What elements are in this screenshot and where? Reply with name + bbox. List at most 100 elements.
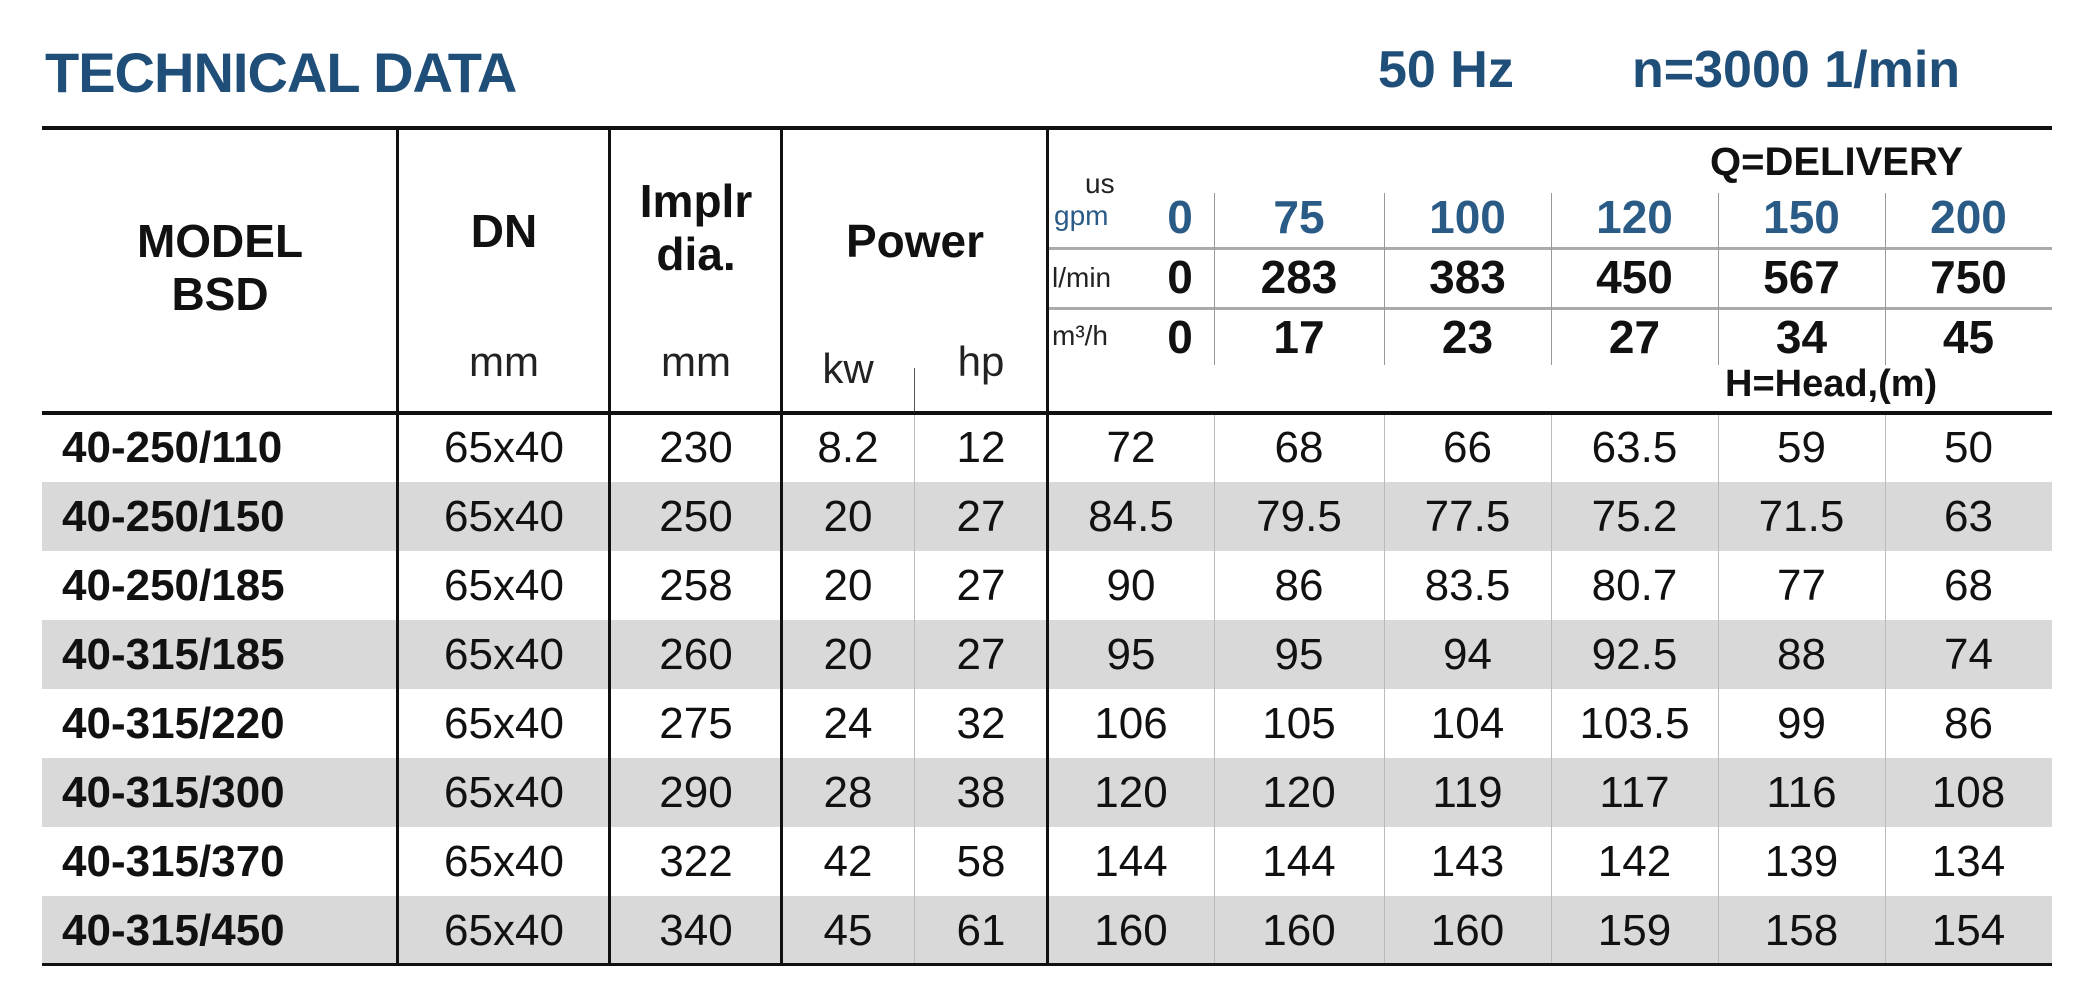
impeller-header-line2: dia. <box>656 227 736 280</box>
power-kw-cell: 45 <box>823 906 873 955</box>
head-cell: 86 <box>1944 699 1993 748</box>
head-cell: 95 <box>1274 630 1324 679</box>
dn-cell: 65x40 <box>444 492 564 541</box>
lmin-value: 450 <box>1596 251 1673 303</box>
m3h-value: 27 <box>1608 311 1661 363</box>
dn-cell: 65x40 <box>444 699 564 748</box>
lmin-value: 750 <box>1930 251 2007 303</box>
head-cell: 71.5 <box>1758 492 1845 541</box>
power-kw-cell: 24 <box>823 699 873 748</box>
power-hp-cell: 58 <box>956 837 1006 886</box>
power-kw-cell: 8.2 <box>817 423 879 472</box>
head-cell: 160 <box>1262 906 1336 955</box>
head-cell: 142 <box>1597 837 1672 886</box>
head-cell: 95 <box>1106 630 1156 679</box>
dn-cell: 65x40 <box>444 906 564 955</box>
head-cell: 120 <box>1262 768 1336 817</box>
head-cell: 120 <box>1094 768 1168 817</box>
model-cell: 40-250/185 <box>62 561 285 610</box>
power-hp-cell: 12 <box>956 423 1006 472</box>
power-kw-cell: 20 <box>823 492 873 541</box>
head-cell: 63.5 <box>1591 423 1678 472</box>
lmin-value: 0 <box>1167 251 1193 303</box>
head-cell: 86 <box>1274 561 1324 610</box>
power-hp-cell: 32 <box>956 699 1006 748</box>
m3h-value: 0 <box>1167 311 1193 363</box>
impeller-cell: 340 <box>659 906 733 955</box>
impeller-unit: mm <box>661 338 731 385</box>
head-cell: 88 <box>1777 630 1826 679</box>
head-cell: 154 <box>1931 906 2006 955</box>
model-cell: 40-315/185 <box>62 630 285 679</box>
head-cell: 116 <box>1766 768 1837 817</box>
head-cell: 99 <box>1777 699 1826 748</box>
table-row: 40-250/185 65x40 258 20 27 90 86 83.5 80.7 77 68 <box>42 551 2052 620</box>
head-label: H=Head,(m) <box>1725 363 1938 405</box>
dn-cell: 65x40 <box>444 423 564 472</box>
power-header: Power <box>845 215 985 267</box>
head-cell: 160 <box>1094 906 1168 955</box>
model-header: MODEL BSD <box>42 215 398 321</box>
table-row: 40-315/220 65x40 275 24 32 106 105 104 103.5 99 86 <box>42 689 2052 758</box>
gpm-value: 75 <box>1273 191 1325 243</box>
power-hp-cell: 61 <box>956 906 1006 955</box>
head-cell: 92.5 <box>1591 630 1678 679</box>
impeller-cell: 260 <box>659 630 733 679</box>
dn-unit: mm <box>469 338 539 385</box>
head-cell: 68 <box>1944 561 1993 610</box>
head-cell: 66 <box>1443 423 1492 472</box>
head-cell: 77 <box>1777 561 1826 610</box>
power-kw-cell: 28 <box>823 768 873 817</box>
gpm-value: 120 <box>1596 191 1673 243</box>
head-cell: 144 <box>1094 837 1168 886</box>
dn-cell: 65x40 <box>444 837 564 886</box>
delivery-label: Q=DELIVERY <box>1710 140 1964 184</box>
gpm-value: 0 <box>1167 191 1193 243</box>
m3h-value: 17 <box>1273 311 1325 363</box>
gpm-label-top: us <box>1085 168 1115 199</box>
head-cell: 143 <box>1430 837 1505 886</box>
head-cell: 94 <box>1443 630 1492 679</box>
head-cell: 77.5 <box>1424 492 1511 541</box>
impeller-cell: 258 <box>659 561 733 610</box>
page-title: TECHNICAL DATA <box>45 41 517 104</box>
model-cell: 40-315/370 <box>62 837 285 886</box>
dn-header: DN <box>470 205 538 257</box>
lmin-value: 383 <box>1429 251 1506 303</box>
head-cell: 144 <box>1262 837 1336 886</box>
head-cell: 119 <box>1432 768 1503 817</box>
head-cell: 75.2 <box>1591 492 1678 541</box>
power-hp-cell: 27 <box>956 630 1006 679</box>
power-hp-cell: 38 <box>956 768 1006 817</box>
model-header-line1: MODEL <box>136 215 304 267</box>
table-row: 40-315/370 65x40 322 42 58 144 144 143 142 139 134 <box>42 827 2052 896</box>
m3h-value: 45 <box>1942 311 1995 363</box>
impeller-cell: 230 <box>659 423 733 472</box>
head-cell: 83.5 <box>1424 561 1511 610</box>
head-cell: 139 <box>1764 837 1839 886</box>
speed-label: n=3000 1/min <box>1632 41 1961 99</box>
head-cell: 160 <box>1430 906 1505 955</box>
head-cell: 106 <box>1094 699 1168 748</box>
gpm-label: gpm <box>1054 200 1109 231</box>
head-cell: 68 <box>1274 423 1324 472</box>
power-hp-unit: hp <box>957 338 1005 385</box>
table-row: 40-250/110 65x40 230 8.2 12 72 68 66 63.5 59 50 <box>42 413 2052 482</box>
model-cell: 40-250/110 <box>62 423 283 472</box>
power-kw-unit: kw <box>822 345 874 392</box>
head-cell: 158 <box>1764 906 1839 955</box>
head-cell: 50 <box>1944 423 1993 472</box>
head-cell: 80.7 <box>1591 561 1678 610</box>
impeller-header: Implr dia. <box>610 175 782 281</box>
power-hp-cell: 27 <box>956 561 1006 610</box>
power-hp-cell: 27 <box>956 492 1006 541</box>
head-cell: 59 <box>1777 423 1826 472</box>
power-kw-cell: 42 <box>823 837 873 886</box>
head-cell: 63 <box>1944 492 1993 541</box>
impeller-cell: 275 <box>659 699 733 748</box>
model-cell: 40-315/450 <box>62 906 285 955</box>
power-kw-cell: 20 <box>823 630 873 679</box>
dn-cell: 65x40 <box>444 561 564 610</box>
head-cell: 103.5 <box>1579 699 1690 748</box>
m3h-value: 23 <box>1441 311 1494 363</box>
